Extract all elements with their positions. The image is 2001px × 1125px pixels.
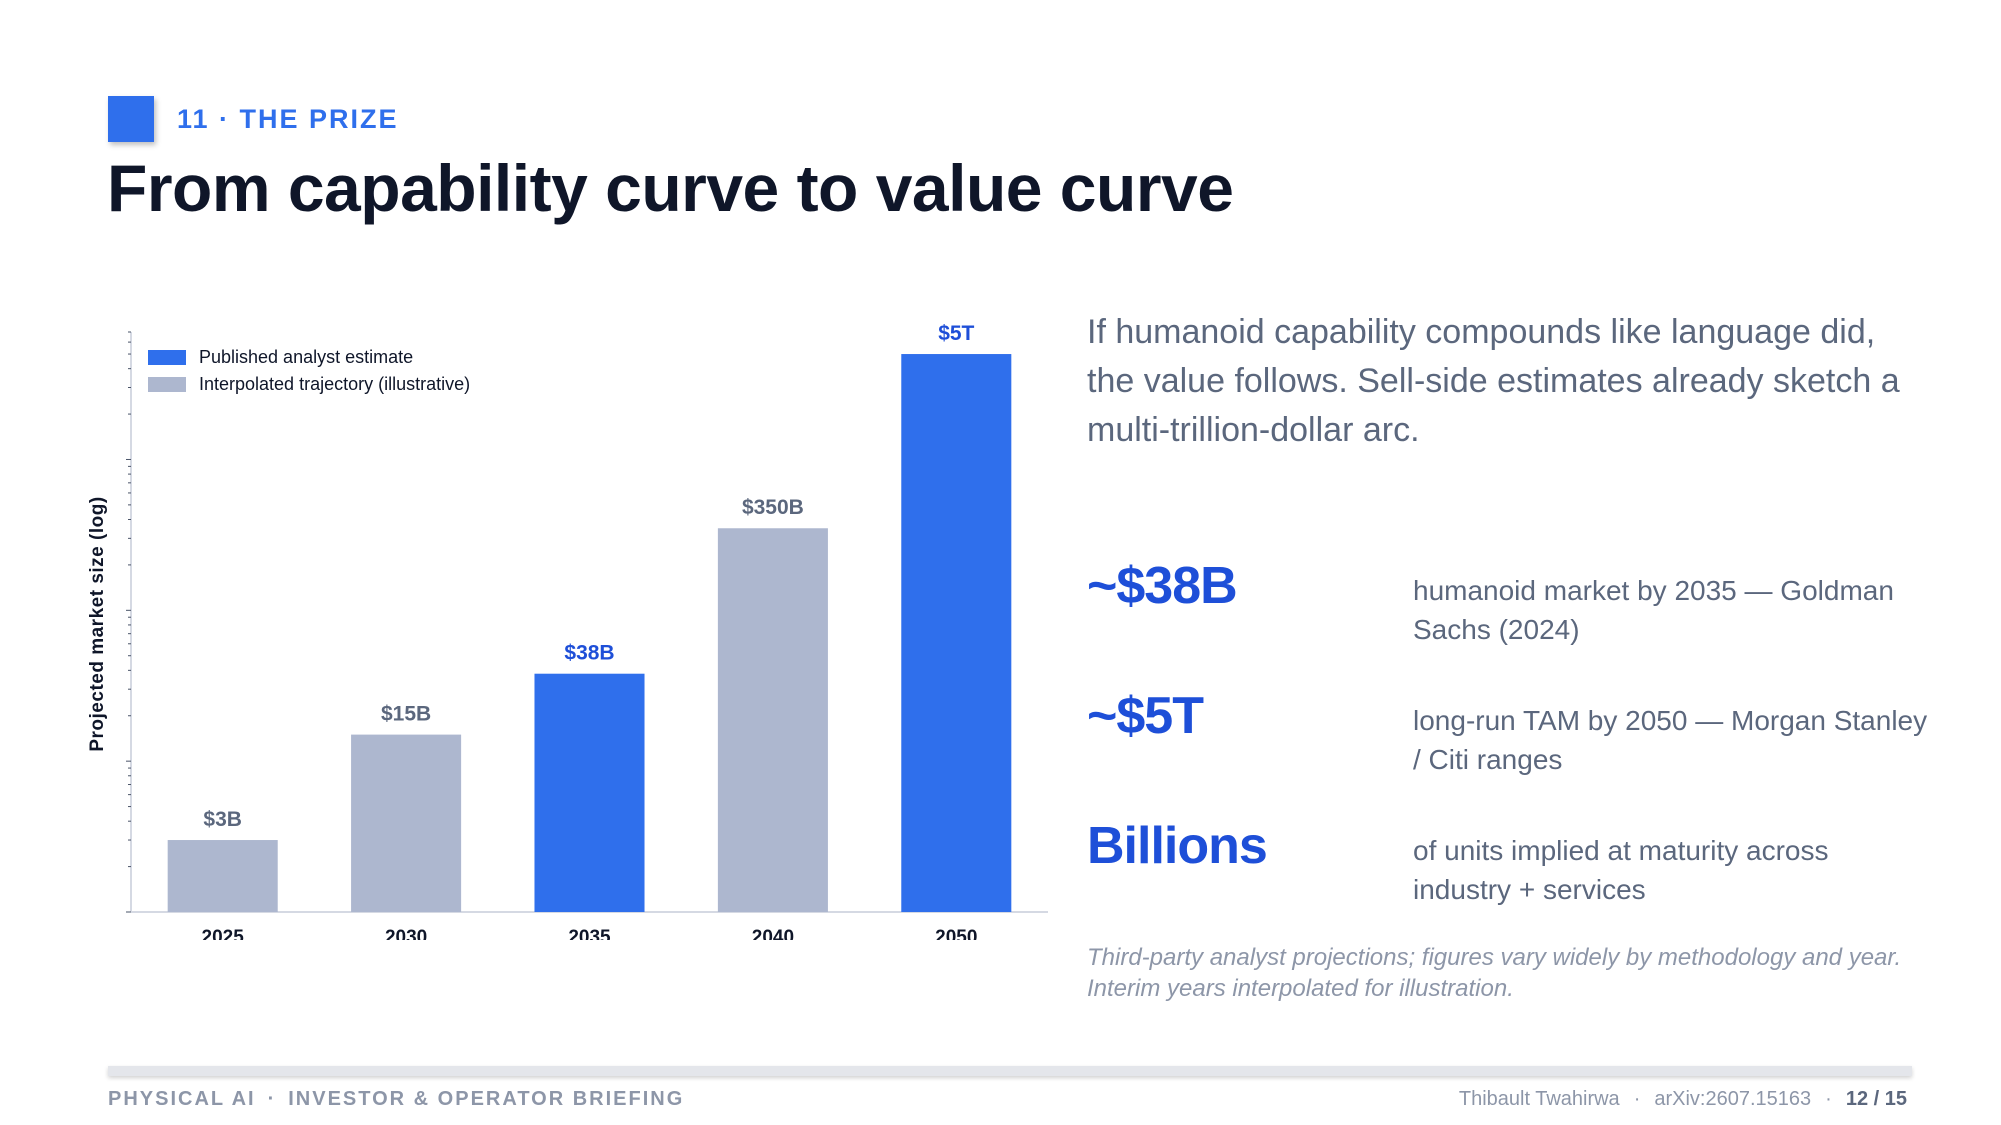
bar-2025: [167, 840, 278, 912]
footer-arxiv: arXiv:2607.15163: [1654, 1088, 1812, 1110]
footnote: Third-party analyst projections; figures…: [1087, 944, 1902, 1002]
bar-value-label-2025: $3B: [203, 808, 242, 831]
x-tick-labels-group: 2025 2030 2035 2040 2050: [202, 927, 978, 940]
footer-divider: [108, 1066, 1912, 1076]
y-axis-title: Projected market size (log): [87, 496, 108, 751]
stat-value-tam-2050: ~$5T: [1087, 687, 1204, 745]
footer-separator: ·: [1825, 1088, 1832, 1110]
legend-swatch-published: [148, 350, 186, 365]
y-axis-ticks: [126, 331, 131, 913]
footer-brand-name: PHYSICAL AI: [108, 1088, 256, 1110]
market-size-chart: $3B $15B $38B $350B $5T 2025 2030 2035 2040 2050…: [0, 300, 1060, 940]
footer-brand: PHYSICAL AI · INVESTOR & OPERATOR BRIEFING: [108, 1088, 684, 1111]
bar-value-label-2035: $38B: [564, 642, 614, 665]
x-tick-label-2030: 2030: [385, 927, 427, 940]
bar-2035: [534, 673, 645, 912]
x-tick-label-2035: 2035: [568, 927, 611, 940]
stat-value-units: Billions: [1087, 817, 1268, 875]
stat-desc-market-2035: humanoid market by 2035 — Goldman Sachs …: [1413, 575, 1894, 645]
chart-legend: Published analyst estimate Interpolated …: [148, 347, 470, 394]
bar-2040: [717, 528, 828, 912]
x-tick-label-2050: 2050: [935, 927, 977, 940]
x-tick-label-2025: 2025: [202, 927, 245, 940]
footer-author: Thibault Twahirwa: [1458, 1088, 1620, 1110]
legend-swatch-interpolated: [148, 377, 186, 392]
bar-labels-group: $3B $15B $38B $350B $5T: [203, 322, 974, 831]
page-title: From capability curve to value curve: [107, 151, 1234, 225]
bar-2050: [901, 354, 1012, 912]
footer-separator: ·: [267, 1088, 277, 1110]
bar-chart-svg: $3B $15B $38B $350B $5T 2025 2030 2035 2040 2050…: [87, 322, 1048, 940]
bar-value-label-2050: $5T: [938, 322, 974, 345]
intro-paragraph: If humanoid capability compounds like la…: [1087, 313, 1900, 449]
stat-value-market-2035: ~$38B: [1087, 557, 1238, 615]
footer-separator: ·: [1633, 1088, 1641, 1110]
footer-briefing: INVESTOR & OPERATOR BRIEFING: [288, 1088, 685, 1110]
bar-2030: [351, 734, 462, 912]
section-label: 11 · THE PRIZE: [177, 104, 399, 134]
footer-meta: Thibault Twahirwa · arXiv:2607.15163 · 12 / …: [1459, 1088, 1907, 1111]
stat-desc-units: of units implied at maturity across indu…: [1413, 835, 1829, 905]
page-number: 12 / 15: [1845, 1088, 1907, 1110]
legend-label-published: Published analyst estimate: [199, 347, 413, 367]
bars-group: [167, 354, 1012, 912]
bar-value-label-2040: $350B: [742, 496, 804, 519]
section-marker-square: [108, 96, 154, 142]
stat-desc-tam-2050: long-run TAM by 2050 — Morgan Stanley / …: [1413, 705, 1928, 775]
x-tick-label-2040: 2040: [752, 927, 794, 940]
bar-value-label-2030: $15B: [381, 703, 431, 726]
legend-label-interpolated: Interpolated trajectory (illustrative): [199, 374, 470, 394]
